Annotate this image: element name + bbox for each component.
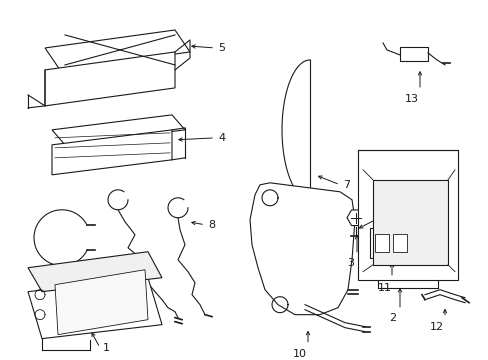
Polygon shape: [357, 150, 457, 280]
Text: 10: 10: [292, 348, 306, 359]
Polygon shape: [28, 278, 162, 339]
Text: 6: 6: [53, 293, 61, 303]
Text: 11: 11: [377, 283, 391, 293]
Polygon shape: [55, 270, 148, 335]
Bar: [374, 234, 388, 252]
Text: 8: 8: [207, 220, 215, 230]
Bar: [399, 47, 427, 61]
Bar: [392, 234, 406, 252]
Polygon shape: [346, 210, 364, 226]
Text: 12: 12: [429, 321, 443, 332]
Polygon shape: [52, 130, 172, 175]
Text: 4: 4: [218, 133, 224, 143]
Text: 2: 2: [388, 313, 396, 323]
Polygon shape: [249, 183, 354, 315]
Polygon shape: [45, 52, 175, 106]
Text: 7: 7: [342, 180, 349, 190]
Text: 3: 3: [347, 258, 354, 268]
Text: 13: 13: [404, 94, 418, 104]
Text: 9: 9: [387, 210, 394, 220]
Polygon shape: [45, 30, 190, 70]
Polygon shape: [28, 252, 162, 292]
Bar: [369, 228, 414, 258]
Polygon shape: [372, 180, 447, 265]
Polygon shape: [52, 115, 184, 145]
Text: 5: 5: [218, 43, 224, 53]
Text: 1: 1: [103, 343, 110, 353]
